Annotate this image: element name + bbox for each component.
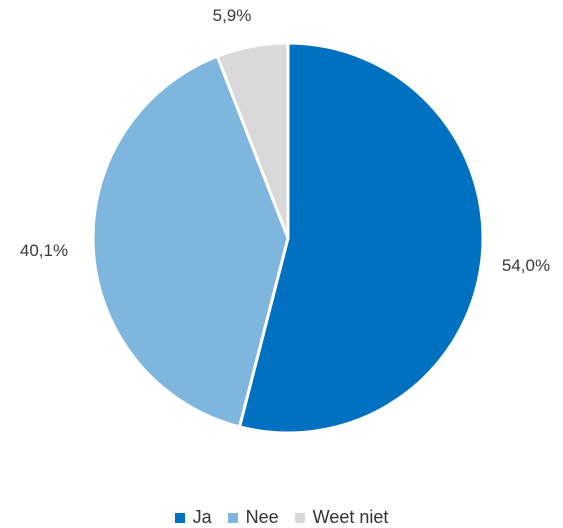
- legend-label-nee: Nee: [245, 507, 279, 527]
- legend-swatch-nee: [227, 512, 238, 523]
- legend: Ja Nee Weet niet: [0, 507, 563, 528]
- pie-slice-ja: [238, 41, 485, 435]
- data-label-ja: 54,0%: [502, 256, 550, 275]
- legend-swatch-weet-niet: [294, 512, 305, 523]
- legend-label-ja: Ja: [192, 507, 212, 527]
- legend-swatch-ja: [174, 512, 185, 523]
- data-label-weet-niet: 5,9%: [213, 6, 252, 25]
- pie-slice-weet-niet: [215, 41, 290, 240]
- pie-slices: [91, 41, 485, 435]
- legend-item-weet-niet: Weet niet: [294, 507, 389, 528]
- legend-item-ja: Ja: [174, 507, 212, 528]
- pie-chart: 54,0% 40,1% 5,9%: [20, 6, 550, 435]
- pie-slice-nee: [91, 54, 290, 429]
- data-label-nee: 40,1%: [20, 241, 68, 260]
- pie-labels: 54,0% 40,1% 5,9%: [20, 6, 550, 275]
- legend-label-weet-niet: Weet niet: [312, 507, 389, 527]
- legend-item-nee: Nee: [227, 507, 279, 528]
